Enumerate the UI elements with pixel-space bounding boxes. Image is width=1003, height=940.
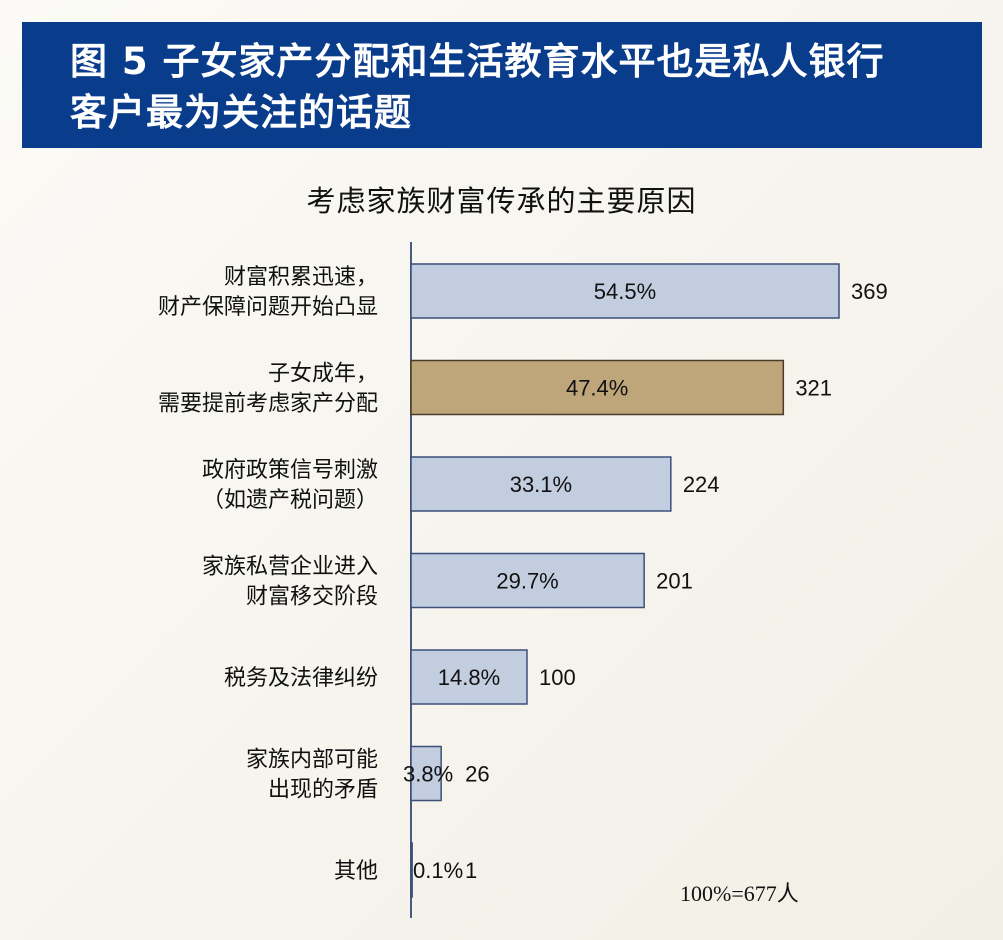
bar-1 — [410, 359, 785, 416]
percent-label-3: 29.7% — [496, 569, 558, 594]
value-label-4: 100 — [539, 665, 576, 690]
title-banner: 图 5 子女家产分配和生活教育水平也是私人银行 客户最为关注的话题 — [22, 22, 982, 148]
percent-label-6: 0.1% — [413, 858, 463, 883]
figure-title: 图 5 子女家产分配和生活教育水平也是私人银行 客户最为关注的话题 — [70, 40, 885, 134]
bar-2 — [410, 456, 672, 512]
category-label-2: 政府政策信号刺激（如遗产税问题） — [202, 458, 378, 513]
value-label-5: 26 — [465, 762, 489, 787]
percent-label-2: 33.1% — [510, 472, 572, 497]
bar-5 — [410, 745, 442, 802]
percent-label-4: 14.8% — [438, 665, 500, 690]
category-label-6: 其他 — [334, 859, 378, 884]
bar-0 — [410, 263, 840, 319]
percent-label-5: 3.8% — [403, 762, 453, 787]
sample-size-note: 100%=677人 — [680, 881, 799, 906]
category-label-4: 税务及法律纠纷 — [224, 666, 378, 691]
category-label-5: 家族内部可能出现的矛盾 — [246, 748, 378, 803]
value-label-0: 369 — [851, 279, 888, 304]
bar-3 — [410, 552, 645, 609]
value-label-6: 1 — [465, 858, 477, 883]
chart-title: 考虑家族财富传承的主要原因 — [306, 184, 697, 218]
bar-4 — [410, 649, 528, 705]
category-label-3: 家族私营企业进入财富移交阶段 — [202, 555, 378, 610]
percent-label-0: 54.5% — [594, 279, 656, 304]
category-label-0: 财富积累迅速，财产保障问题开始凸显 — [158, 265, 378, 320]
value-label-1: 321 — [795, 376, 832, 401]
percent-label-1: 47.4% — [566, 376, 628, 401]
value-label-2: 224 — [683, 472, 720, 497]
category-label-1: 子女成年，需要提前考虑家产分配 — [158, 362, 378, 417]
value-label-3: 201 — [656, 569, 693, 594]
bar-6 — [410, 842, 413, 898]
